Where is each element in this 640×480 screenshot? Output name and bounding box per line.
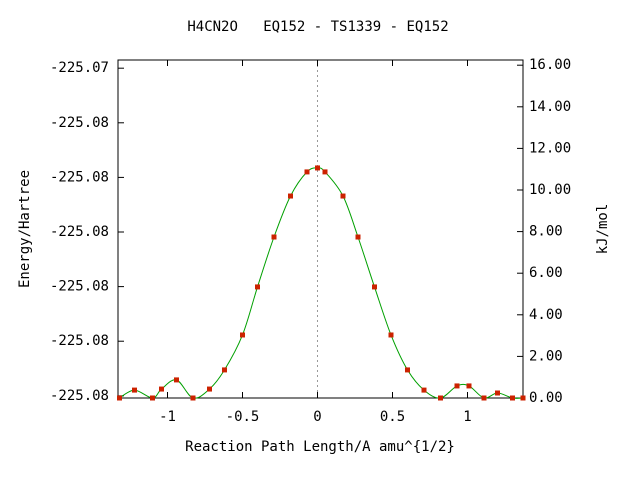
y-tick-label: -225.08 [50,224,109,240]
x-tick-label: 1 [463,409,471,425]
point [222,367,227,373]
point [174,377,179,383]
x-axis-label: Reaction Path Length/A amu^{1/2} [185,439,455,455]
y-tick-label: -225.08 [50,279,109,295]
y2-tick-label: 16.00 [529,57,571,73]
point [159,386,164,392]
x-tick-label: -0.5 [226,409,260,425]
point [438,395,443,401]
point [117,395,122,401]
y2-tick-label: 10.00 [529,182,571,198]
plot-frame [117,59,524,399]
point [255,284,260,290]
point [240,332,245,338]
y2-tick-label: 2.00 [529,348,563,364]
y-tick-label: -225.07 [50,60,109,76]
y2-tick-label: 8.00 [529,224,563,240]
y2-tick-label: 6.00 [529,265,563,281]
x-tick-label: 0 [313,409,321,425]
point [150,395,155,401]
x-tick-label: -1 [159,409,176,425]
point [388,332,394,338]
point [495,390,500,396]
point [340,193,346,199]
y2-tick-label: 12.00 [529,140,571,156]
point [466,383,472,389]
y-tick-label: -225.08 [50,169,109,185]
point [454,383,460,389]
point [207,386,212,392]
curve [119,167,524,399]
point [190,395,196,401]
point [481,395,487,401]
point [271,234,277,240]
y-tick-label: -225.08 [50,333,109,349]
chart-title: H4CN2O EQ152 - TS1339 - EQ152 [187,19,448,35]
point [421,387,427,393]
point [510,395,515,401]
y2-tick-label: 14.00 [529,99,571,115]
x-tick-label: 0.5 [380,409,405,425]
y2-tick-label: 0.00 [529,390,563,406]
point [322,169,328,175]
y-axis-label: Energy/Hartree [17,170,33,288]
y-tick-label: -225.08 [50,388,109,404]
point [405,367,410,373]
y2-tick-label: 4.00 [529,307,563,323]
point [520,395,526,401]
point [132,387,137,393]
point [288,193,293,199]
point [304,169,310,175]
point [355,234,361,240]
y-tick-label: -225.08 [50,115,109,131]
point [372,284,377,290]
point [315,165,320,171]
y2-axis-label: kJ/mol [595,204,611,255]
